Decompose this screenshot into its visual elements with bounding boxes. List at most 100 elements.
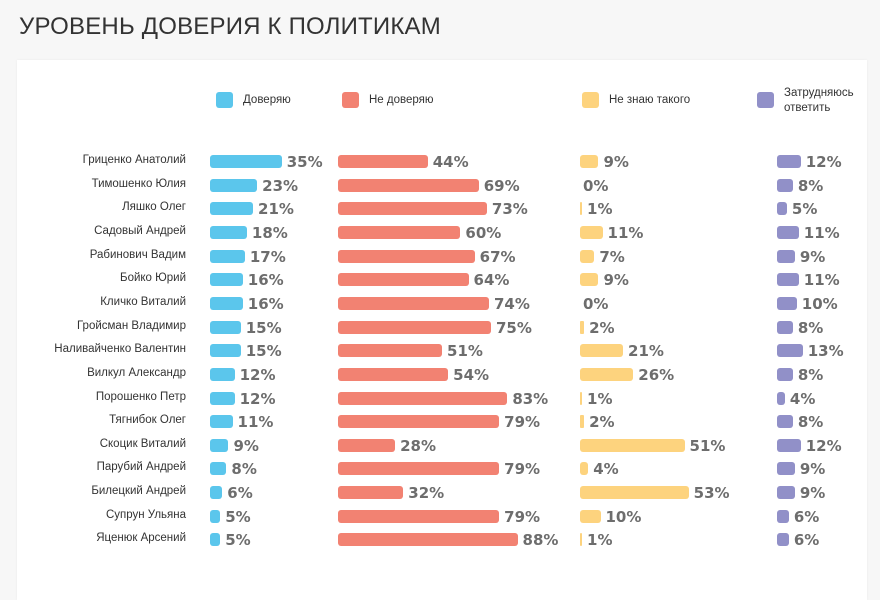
bar-unknown xyxy=(580,225,603,239)
bar-unknown xyxy=(580,273,599,287)
value-label-unknown: 10% xyxy=(605,507,642,526)
value-label-unknown: 4% xyxy=(593,460,619,479)
bar-hard xyxy=(777,296,797,310)
legend-item: Доверяю xyxy=(216,92,291,108)
bar-unknown xyxy=(580,486,689,500)
bar-distrust xyxy=(338,249,475,263)
bar-trust xyxy=(210,178,258,192)
value-label-hard: 13% xyxy=(807,342,844,361)
bar-unknown xyxy=(580,202,583,216)
politician-name: Вилкул Александр xyxy=(87,366,186,379)
value-label-trust: 12% xyxy=(239,365,276,384)
bar-hard xyxy=(777,178,793,192)
bar-hard xyxy=(777,202,787,216)
bar-unknown xyxy=(580,155,599,168)
value-label-distrust: 79% xyxy=(504,413,541,432)
bar-unknown xyxy=(580,415,585,429)
bar-unknown xyxy=(580,438,685,452)
value-label-trust: 6% xyxy=(227,484,253,503)
politician-name: Кличко Виталий xyxy=(100,295,186,308)
politician-name: Рабинович Вадим xyxy=(89,248,186,261)
value-label-distrust: 60% xyxy=(465,223,502,242)
politician-name: Тягнибок Олег xyxy=(109,414,186,427)
bar-hard xyxy=(777,367,793,381)
bar-hard xyxy=(777,462,795,476)
value-label-unknown: 1% xyxy=(587,389,613,408)
bar-hard xyxy=(777,225,799,239)
value-label-distrust: 44% xyxy=(432,153,469,171)
value-label-trust: 11% xyxy=(237,413,274,432)
bar-distrust xyxy=(338,415,500,429)
value-label-hard: 6% xyxy=(793,531,820,550)
value-label-trust: 12% xyxy=(239,389,276,408)
value-label-distrust: 32% xyxy=(408,484,445,503)
value-label-trust: 23% xyxy=(262,176,299,195)
value-label-unknown: 1% xyxy=(587,531,613,550)
legend-label: Не доверяю xyxy=(369,94,434,106)
value-label-trust: 5% xyxy=(225,531,251,550)
value-label-hard: 6% xyxy=(793,507,820,526)
bar-hard xyxy=(777,391,785,405)
bar-trust xyxy=(210,509,221,523)
value-label-distrust: 74% xyxy=(493,294,530,313)
value-label-hard: 12% xyxy=(805,436,842,455)
bar-hard xyxy=(777,415,793,429)
bar-distrust xyxy=(338,509,500,523)
value-label-hard: 4% xyxy=(789,389,816,408)
value-label-distrust: 83% xyxy=(512,389,549,408)
politician-name: Порошенко Петр xyxy=(95,390,186,403)
bar-hard xyxy=(777,509,789,523)
bar-unknown xyxy=(580,249,595,263)
value-label-hard: 11% xyxy=(803,223,840,242)
politician-name: Тимошенко Юлия xyxy=(91,177,186,190)
bar-hard xyxy=(777,533,789,547)
value-label-unknown: 9% xyxy=(603,153,629,171)
bar-unknown xyxy=(580,367,634,381)
value-label-trust: 18% xyxy=(251,223,288,242)
politician-name: Ляшко Олег xyxy=(122,201,186,214)
politician-name: Супрун Ульяна xyxy=(105,508,186,521)
bar-distrust xyxy=(338,320,491,334)
bar-hard xyxy=(777,320,793,334)
politician-name: Бойко Юрий xyxy=(120,272,186,285)
bar-distrust xyxy=(338,273,469,287)
value-label-distrust: 75% xyxy=(496,318,532,337)
politician-name: Наливайченко Валентин xyxy=(54,343,186,356)
legend-swatch xyxy=(342,92,359,108)
bar-trust xyxy=(210,344,241,358)
bar-distrust xyxy=(338,202,487,216)
politician-name: Садовый Андрей xyxy=(94,224,186,237)
politician-name: Билецкий Андрей xyxy=(91,485,186,498)
value-label-trust: 16% xyxy=(247,294,284,313)
value-label-hard: 10% xyxy=(801,294,838,313)
bar-trust xyxy=(210,391,235,405)
value-label-trust: 8% xyxy=(231,460,257,479)
value-label-trust: 15% xyxy=(245,342,282,361)
value-label-distrust: 79% xyxy=(504,507,541,526)
value-label-unknown: 51% xyxy=(689,436,726,455)
value-label-hard: 11% xyxy=(803,271,840,290)
value-label-unknown: 26% xyxy=(638,365,675,384)
value-label-trust: 21% xyxy=(258,200,294,219)
bar-distrust xyxy=(338,178,479,192)
value-label-trust: 17% xyxy=(249,247,286,266)
legend-swatch xyxy=(582,92,599,108)
politician-name: Гриценко Анатолий xyxy=(82,154,186,166)
bar-distrust xyxy=(338,486,404,500)
bar-unknown xyxy=(580,391,583,405)
value-label-unknown: 53% xyxy=(693,484,730,503)
bar-distrust xyxy=(338,533,518,547)
bar-trust xyxy=(210,249,245,263)
value-label-hard: 8% xyxy=(797,365,824,384)
bar-unknown xyxy=(580,320,585,334)
bar-hard xyxy=(777,344,803,358)
value-label-unknown: 21% xyxy=(628,342,664,361)
legend-label: Доверяю xyxy=(243,94,291,106)
value-label-trust: 9% xyxy=(233,436,259,455)
politician-name: Гройсман Владимир xyxy=(76,319,186,332)
value-label-unknown: 0% xyxy=(583,294,609,313)
legend-item: Затрудняюсь ответить xyxy=(757,86,874,116)
value-label-distrust: 54% xyxy=(453,365,490,384)
value-label-distrust: 88% xyxy=(522,531,559,550)
value-label-hard: 8% xyxy=(797,413,824,432)
